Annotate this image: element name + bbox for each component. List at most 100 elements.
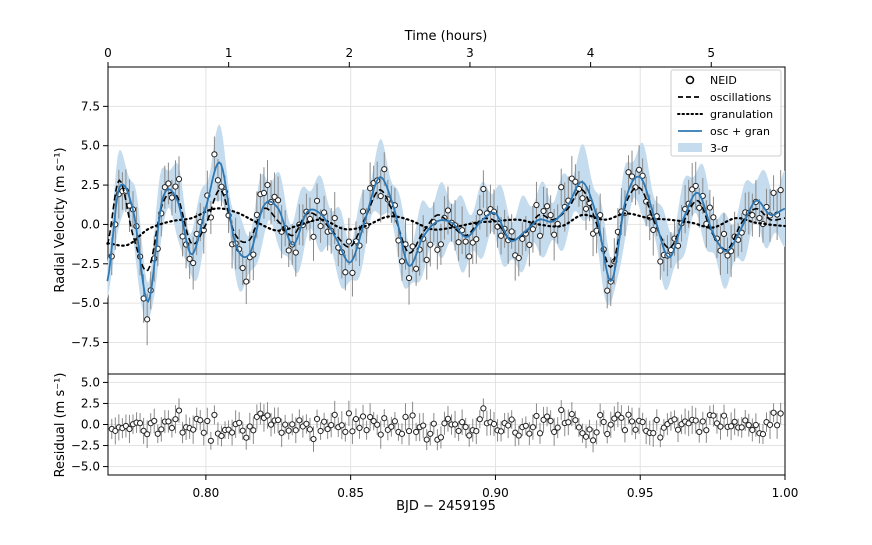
neid-point xyxy=(480,185,487,193)
main-y-tick-label: 7.5 xyxy=(81,99,100,113)
neid-point xyxy=(313,197,321,204)
legend-neid-marker xyxy=(685,75,695,85)
neid-point xyxy=(427,241,434,248)
residual-point xyxy=(586,426,593,433)
residual-point xyxy=(228,429,236,436)
residual-point xyxy=(660,424,667,431)
legend-oscillations-label: oscillations xyxy=(710,91,771,104)
residual-point xyxy=(352,415,360,423)
residual-point xyxy=(455,427,462,435)
residual-point xyxy=(313,415,321,423)
residual-point xyxy=(579,430,586,437)
x-tick-label: 0.80 xyxy=(193,486,220,500)
residual-point xyxy=(699,418,706,425)
residual-point xyxy=(275,416,282,424)
residual-point xyxy=(168,424,176,432)
legend-box xyxy=(670,69,782,157)
neid-point xyxy=(310,233,317,240)
residual-y-tick-label: −5.0 xyxy=(71,460,100,474)
residual-point xyxy=(777,410,784,417)
x-tick-label: 0.85 xyxy=(337,486,364,500)
residual-point xyxy=(282,421,289,428)
residual-point xyxy=(398,430,406,437)
residual-point xyxy=(190,426,197,433)
residual-point xyxy=(267,421,275,428)
osc-gran-line xyxy=(106,161,786,304)
neid-point xyxy=(628,173,636,180)
top-tick-label: 0 xyxy=(104,46,112,60)
residual-point xyxy=(451,421,459,428)
residual-point xyxy=(720,412,728,419)
residual-point xyxy=(749,426,756,434)
residual-point xyxy=(349,428,356,435)
residual-point xyxy=(359,413,367,420)
neid-point xyxy=(508,228,515,235)
neid-point xyxy=(582,205,590,212)
top-tick-label: 2 xyxy=(345,46,353,60)
residual-point xyxy=(505,422,512,429)
residual-point xyxy=(391,418,398,425)
residual-point xyxy=(211,411,218,419)
residual-points-layer xyxy=(108,398,784,453)
neid-point xyxy=(275,197,282,204)
neid-point xyxy=(466,253,473,260)
residual-point xyxy=(370,417,377,425)
neid-point xyxy=(551,231,558,238)
main-y-tick-label: 5.0 xyxy=(81,139,100,153)
residual-point xyxy=(522,422,529,429)
residual-point xyxy=(328,422,335,429)
neid-point xyxy=(724,252,731,259)
neid-point xyxy=(497,232,505,239)
residual-point xyxy=(363,427,370,434)
residual-point xyxy=(508,416,515,423)
residual-point xyxy=(218,432,225,440)
residual-point xyxy=(250,427,257,434)
neid-point xyxy=(437,241,445,248)
residual-point xyxy=(388,423,395,430)
residual-point xyxy=(296,417,303,424)
neid-point xyxy=(405,274,413,282)
top-tick-label: 1 xyxy=(225,46,233,60)
main-y-tick-label: −5.0 xyxy=(71,296,100,310)
residual-point xyxy=(317,427,324,435)
neid-point xyxy=(777,187,784,194)
residual-point xyxy=(285,427,292,434)
residual-point xyxy=(405,427,413,435)
residual-point xyxy=(575,424,583,431)
residual-point xyxy=(728,423,735,430)
neid-point xyxy=(345,238,352,245)
neid-point xyxy=(444,207,452,214)
residual-point xyxy=(473,428,480,435)
residual-point xyxy=(204,417,211,425)
residual-point xyxy=(543,413,551,420)
neid-point xyxy=(543,203,551,210)
residual-point xyxy=(551,428,558,436)
neid-point xyxy=(476,209,483,216)
residual-point xyxy=(742,417,749,424)
residual-point xyxy=(200,429,207,436)
legend-3sigma-label: 3-σ xyxy=(710,142,728,155)
neid-point xyxy=(710,214,717,221)
residual-y-tick-label: 2.5 xyxy=(81,396,100,410)
residual-point xyxy=(533,412,540,420)
residual-point xyxy=(653,416,660,424)
residual-point xyxy=(639,418,646,426)
neid-point xyxy=(186,255,193,262)
neid-point xyxy=(264,181,271,189)
neid-point xyxy=(285,247,292,254)
residual-point xyxy=(306,426,314,433)
x-tick-label: 0.90 xyxy=(482,486,509,500)
residual-point xyxy=(731,418,738,425)
residual-point xyxy=(604,430,611,438)
neid-point xyxy=(692,182,699,190)
residual-point xyxy=(154,430,161,437)
residual-point xyxy=(151,417,158,425)
residual-point xyxy=(770,409,777,416)
neid-point xyxy=(317,223,324,230)
residual-point xyxy=(589,437,597,444)
neid-point xyxy=(579,195,586,202)
residual-point xyxy=(289,421,296,428)
neid-point xyxy=(243,278,250,285)
residual-point xyxy=(628,418,636,425)
